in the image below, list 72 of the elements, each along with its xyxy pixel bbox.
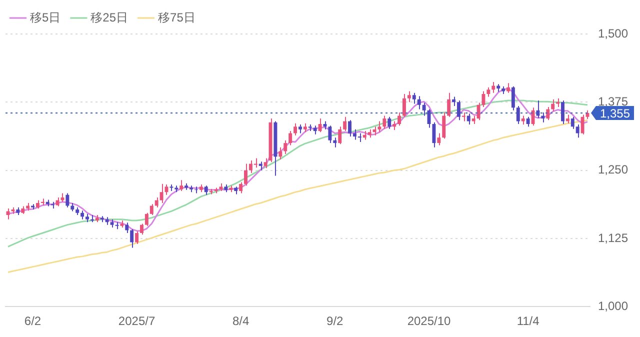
candlestick <box>154 197 158 208</box>
candlestick <box>486 86 490 98</box>
candlestick <box>264 158 268 169</box>
y-tick-label: 1,375 <box>598 94 628 108</box>
candlestick <box>506 82 510 94</box>
candlestick <box>144 212 148 226</box>
candlestick <box>407 90 411 103</box>
candlestick <box>576 124 580 138</box>
candlestick <box>551 98 555 112</box>
candlestick <box>417 96 421 110</box>
candlestick <box>328 125 332 144</box>
candlestick <box>536 100 540 118</box>
candlestick <box>382 115 386 130</box>
candlestick <box>516 105 520 124</box>
candlestick <box>442 112 446 140</box>
candlestick <box>204 185 208 196</box>
legend-label: 移5日 <box>30 10 61 24</box>
candlestick <box>447 92 451 118</box>
x-tick-label: 9/2 <box>326 314 344 328</box>
candlestick <box>378 120 382 133</box>
candlestick <box>570 116 574 130</box>
candlestick <box>432 122 436 148</box>
y-tick-label: 1,250 <box>598 162 628 177</box>
candlestick <box>546 106 550 121</box>
candlestick <box>388 116 392 130</box>
candlestick <box>412 92 416 104</box>
candlestick <box>560 100 564 124</box>
candlestick <box>511 86 515 111</box>
x-tick-label: 11/4 <box>516 314 540 328</box>
candlestick <box>244 163 248 186</box>
candlestick <box>343 116 347 132</box>
candlestick <box>140 223 144 236</box>
candlestick <box>318 118 322 133</box>
candlestick <box>526 116 530 128</box>
candlestick <box>466 113 470 126</box>
candlestick <box>135 230 139 244</box>
candlestick <box>66 192 70 208</box>
candlestick <box>284 140 288 154</box>
candlestick <box>422 102 426 116</box>
candlestick <box>348 120 352 137</box>
candlestick <box>160 183 164 204</box>
candlestick <box>398 112 402 126</box>
candlestick <box>338 126 342 145</box>
candlestick <box>402 93 406 118</box>
y-tick-label: 1,500 <box>598 26 628 40</box>
legend-label: 移75日 <box>158 10 196 24</box>
candlestick <box>352 128 356 140</box>
candlestick <box>6 208 10 220</box>
candlestick <box>239 182 243 194</box>
candlestick <box>492 81 496 94</box>
candlestick <box>333 137 337 148</box>
candlestick <box>456 100 460 121</box>
candlestick <box>358 132 362 142</box>
candlestick <box>130 228 134 248</box>
x-tick-label: 6/2 <box>24 314 42 328</box>
candlestick <box>541 112 545 123</box>
x-tick-label: 2025/10 <box>407 314 452 328</box>
candlestick <box>437 132 441 146</box>
candlestick <box>580 114 584 135</box>
x-tick-label: 8/4 <box>232 314 250 328</box>
candlestick <box>278 146 282 160</box>
y-tick-label: 1,000 <box>598 298 628 313</box>
candlestick <box>452 96 456 106</box>
candlestick <box>125 222 129 234</box>
legend-label: 移25日 <box>90 10 128 24</box>
x-tick-label: 2025/7 <box>118 314 156 328</box>
candlestick <box>288 130 292 146</box>
candlestick <box>180 180 184 192</box>
ref-line-label: 1,355 <box>600 106 630 120</box>
y-tick-label: 1,125 <box>598 230 628 245</box>
candlestick <box>150 204 154 216</box>
candlestick <box>294 122 298 136</box>
